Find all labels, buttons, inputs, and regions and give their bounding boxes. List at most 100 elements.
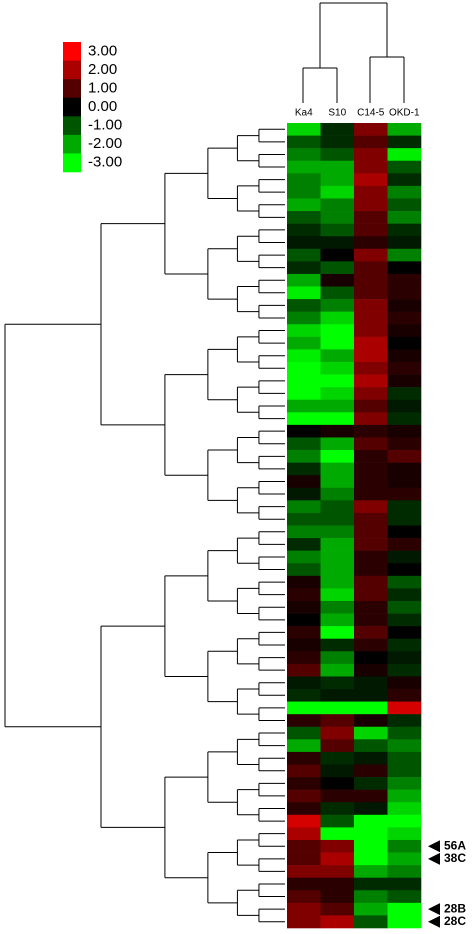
heatmap-cell <box>354 827 388 841</box>
legend-label: 0.00 <box>88 98 117 115</box>
heatmap-cell <box>320 663 355 677</box>
heatmap-cell <box>287 689 321 702</box>
heatmap-cell <box>320 651 355 665</box>
heatmap-cell <box>387 361 422 375</box>
heatmap-cell <box>387 739 422 753</box>
heatmap-cell <box>387 902 422 916</box>
heatmap-cell <box>287 852 321 866</box>
heatmap-cell <box>354 764 388 778</box>
heatmap-cell <box>354 852 388 866</box>
heatmap-cell <box>287 173 321 187</box>
heatmap-cell <box>287 412 321 426</box>
heatmap-cell <box>287 299 321 312</box>
heatmap-cell <box>387 349 422 363</box>
heatmap-cell <box>287 600 321 614</box>
heatmap-cell <box>320 676 355 690</box>
heatmap-cell <box>287 211 321 224</box>
heatmap-cell <box>287 865 321 878</box>
heatmap-cell <box>320 852 355 866</box>
heatmap-cell <box>354 726 388 740</box>
row-label: 56A <box>444 838 466 852</box>
heatmap-cell <box>387 600 422 614</box>
heatmap-cell <box>287 123 321 136</box>
arrow <box>428 915 440 928</box>
column-label: C14-5 <box>357 108 385 119</box>
heatmap-cell <box>287 487 321 501</box>
heatmap-cell <box>387 764 422 778</box>
heatmap-cell <box>320 437 355 451</box>
heatmap-cell <box>387 839 422 853</box>
heatmap-cell <box>287 626 321 640</box>
heatmap-cell <box>387 123 422 136</box>
heatmap-cell <box>354 512 388 526</box>
heatmap-cell <box>320 764 355 778</box>
heatmap-cell <box>287 160 321 174</box>
heatmap-cell <box>320 261 355 275</box>
heatmap-cell <box>387 751 422 765</box>
heatmap-cell <box>287 751 321 765</box>
heatmap-cell <box>287 500 321 514</box>
heatmap-cell <box>387 160 422 174</box>
heatmap-cell <box>320 638 355 652</box>
heatmap-cell <box>387 915 422 929</box>
heatmap-cell <box>320 475 355 489</box>
heatmap-cell <box>387 148 422 162</box>
legend-swatch <box>63 153 81 173</box>
heatmap-cell <box>387 424 422 438</box>
heatmap-cell <box>320 865 355 878</box>
heatmap-cell <box>320 701 355 715</box>
heatmap-cell <box>387 324 422 338</box>
heatmap-cell <box>320 185 355 199</box>
heatmap-cell <box>354 336 388 350</box>
heatmap-cell <box>387 500 422 514</box>
heatmap-cell <box>354 487 388 501</box>
heatmap-cell <box>354 135 388 149</box>
heatmap-cell <box>387 814 422 828</box>
heatmap-cell <box>354 261 388 275</box>
heatmap-cell <box>320 198 355 212</box>
heatmap-cell <box>320 148 355 162</box>
arrow <box>428 840 440 853</box>
heatmap-cell <box>287 248 321 262</box>
heatmap-cell <box>320 600 355 614</box>
heatmap-cell <box>320 424 355 438</box>
heatmap-cell <box>387 487 422 501</box>
heatmap-cell <box>320 123 355 136</box>
heatmap-cell <box>387 374 422 388</box>
heatmap-cell <box>354 399 388 413</box>
heatmap-cell <box>387 714 422 728</box>
heatmap-cell <box>320 915 355 929</box>
heatmap-cell <box>354 424 388 438</box>
heatmap-cell <box>387 211 422 224</box>
heatmap-cell <box>354 173 388 187</box>
heatmap-cell <box>354 475 388 489</box>
heatmap-cell <box>287 185 321 199</box>
heatmap-cell <box>354 374 388 388</box>
heatmap-cell <box>387 865 422 878</box>
heatmap-cell <box>387 273 422 287</box>
heatmap-cell <box>354 550 388 564</box>
heatmap-cell <box>354 538 388 551</box>
heatmap-cell <box>320 273 355 287</box>
heatmap-cell <box>287 273 321 287</box>
arrow <box>428 903 440 916</box>
heatmap-cell <box>320 324 355 338</box>
heatmap-cell <box>387 286 422 300</box>
heatmap-cell <box>354 160 388 174</box>
legend-swatch <box>63 116 81 136</box>
heatmap-cell <box>320 248 355 262</box>
heatmap-cell <box>320 689 355 702</box>
legend-swatch <box>63 42 81 61</box>
column-label: S10 <box>328 108 346 119</box>
heatmap-cell <box>354 714 388 728</box>
heatmap-cell <box>320 349 355 363</box>
heatmap-cell <box>287 223 321 237</box>
heatmap-cell <box>287 877 321 891</box>
legend-label: 1.00 <box>88 79 117 96</box>
heatmap-cell <box>354 123 388 136</box>
heatmap-cell <box>320 500 355 514</box>
heatmap-cell <box>320 286 355 300</box>
heatmap-cell <box>354 902 388 916</box>
heatmap-cell <box>287 148 321 162</box>
